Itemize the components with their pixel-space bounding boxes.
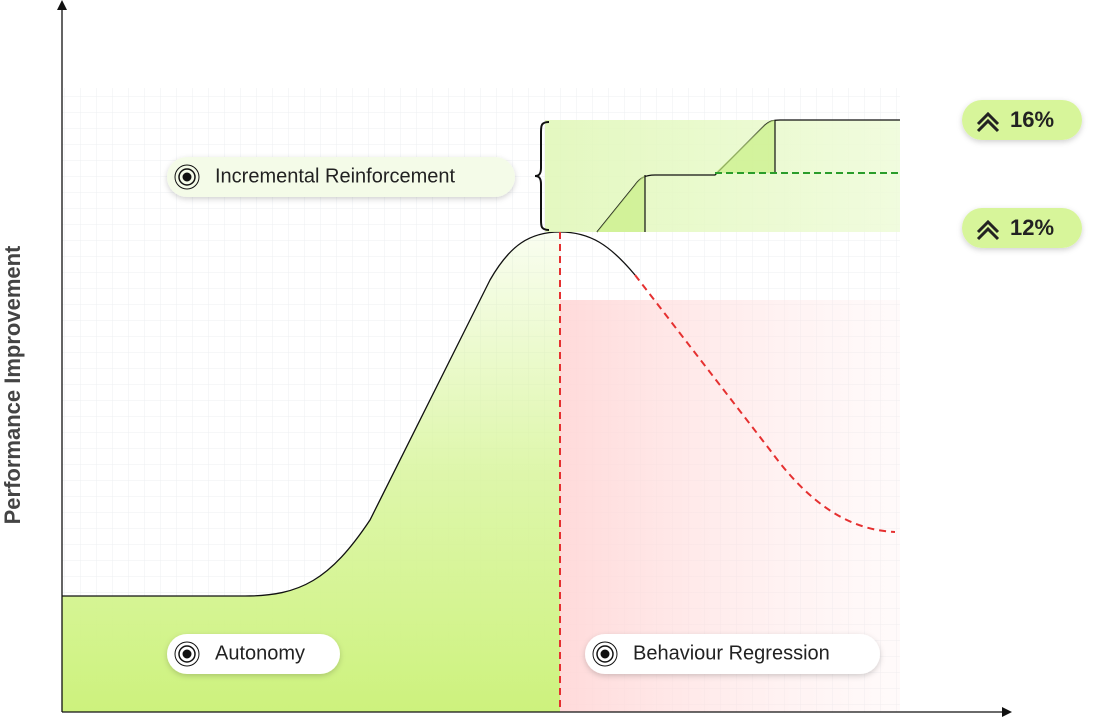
pill-bg [167, 634, 340, 674]
regression-curve [634, 274, 896, 533]
label: Behaviour Regression [633, 642, 830, 664]
badge-bg [962, 100, 1082, 140]
badge-text: 16% [1010, 107, 1054, 132]
brace [534, 121, 550, 231]
badge-bg [962, 208, 1082, 248]
step-fill [715, 120, 775, 173]
pill-bg [167, 157, 515, 197]
label: Incremental Reinforcement [215, 165, 456, 187]
autonomy-area [62, 232, 560, 712]
badge-text: 12% [1010, 215, 1054, 240]
x-arrow [1002, 707, 1012, 717]
pill [167, 100, 1082, 674]
pill-bg [585, 634, 880, 674]
chevrons [976, 111, 1000, 241]
y-axis-label: Performance Improvement [0, 245, 25, 524]
label: Autonomy [215, 642, 305, 664]
step-fill [597, 175, 645, 232]
y-arrow [57, 0, 67, 10]
performance-curve [62, 231, 636, 597]
inset-zone [545, 120, 900, 232]
target-icons [174, 164, 618, 667]
